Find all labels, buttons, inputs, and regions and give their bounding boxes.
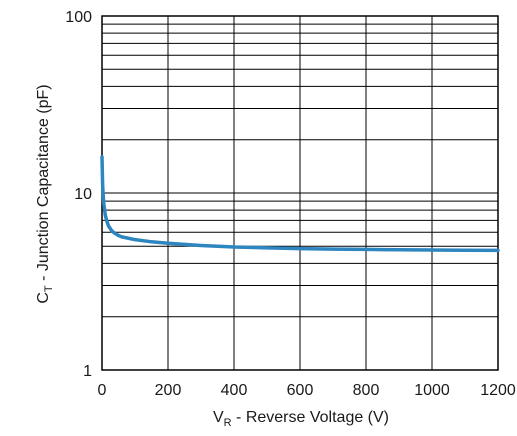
y-tick-label: 1 bbox=[83, 363, 92, 380]
y-axis-label: CT - Junction Capacitance (pF) bbox=[35, 84, 55, 303]
x-axis-label-prefix: V bbox=[213, 409, 224, 426]
x-tick-label: 1200 bbox=[480, 382, 516, 399]
x-tick-labels: 0 200 400 600 800 1000 1200 bbox=[98, 382, 516, 399]
y-tick-labels: 1 10 100 bbox=[65, 9, 92, 380]
x-axis-label-subscript: R bbox=[224, 417, 232, 429]
x-tick-label: 400 bbox=[221, 382, 248, 399]
grid bbox=[102, 16, 498, 370]
y-tick-label: 100 bbox=[65, 9, 92, 26]
x-axis-label-text: - Reverse Voltage (V) bbox=[232, 409, 389, 426]
y-tick-label: 10 bbox=[74, 186, 92, 203]
x-tick-label: 1000 bbox=[414, 382, 450, 399]
x-tick-label: 800 bbox=[353, 382, 380, 399]
x-axis-label: VR - Reverse Voltage (V) bbox=[213, 409, 389, 429]
y-axis-label-text: - Junction Capacitance (pF) bbox=[35, 84, 52, 285]
y-axis-label-prefix: C bbox=[35, 292, 52, 304]
x-tick-label: 600 bbox=[287, 382, 314, 399]
y-axis-label-subscript: T bbox=[43, 285, 55, 292]
series-line-capacitance bbox=[100, 155, 500, 253]
x-tick-label: 0 bbox=[98, 382, 107, 399]
x-tick-label: 200 bbox=[155, 382, 182, 399]
